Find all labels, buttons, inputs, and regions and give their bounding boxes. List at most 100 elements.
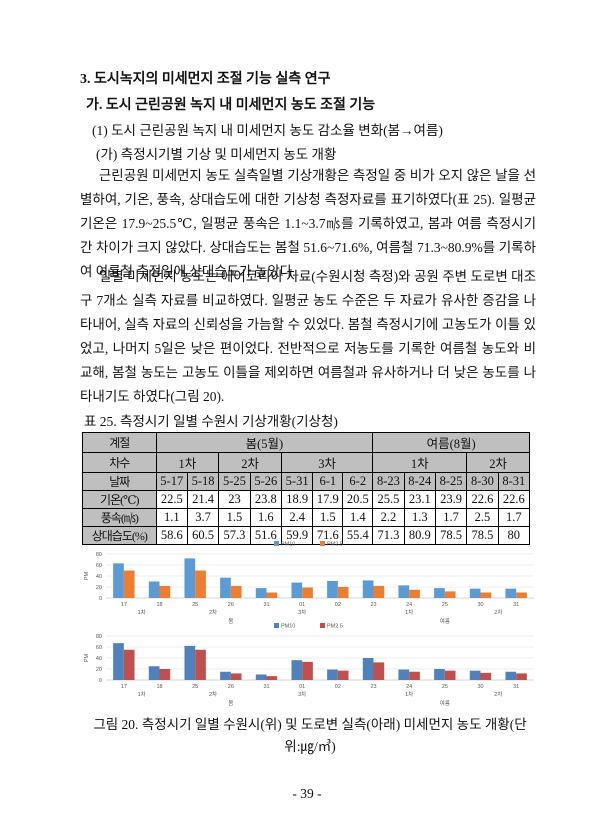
bar bbox=[469, 670, 481, 680]
group-label: 2차 bbox=[209, 608, 217, 616]
table-cell: 5-18 bbox=[186, 472, 220, 491]
bar bbox=[113, 563, 124, 598]
table-row: 기온(℃) 22.5 21.4 23 23.8 18.9 17.9 20.5 25.5 23.1 2… bbox=[82, 490, 531, 509]
legend-label: PM2.5 bbox=[327, 624, 343, 630]
bar bbox=[255, 674, 267, 680]
table-cell: 2.5 bbox=[466, 508, 499, 527]
table-cell: 1.7 bbox=[497, 508, 531, 527]
table-row: 풍속(㎧) 1.1 3.7 1.5 1.6 2.4 1.5 1.4 2.2 1.3 1.7 2.5 1.… bbox=[82, 508, 531, 527]
y-tick-label: 80 bbox=[96, 634, 102, 640]
bar bbox=[148, 581, 160, 598]
bar bbox=[373, 662, 385, 680]
x-tick-label: 25 bbox=[442, 602, 448, 608]
table-cell: 17.9 bbox=[312, 490, 344, 509]
legend-swatch bbox=[320, 541, 325, 546]
group-label: 1차 bbox=[405, 690, 413, 698]
bar bbox=[113, 643, 124, 680]
group-label: 1차 bbox=[138, 690, 146, 698]
table-cell: 봄(5월) bbox=[155, 432, 374, 453]
x-tick-label: 25 bbox=[192, 602, 198, 608]
season-label: 봄 bbox=[228, 618, 233, 625]
table-cell: 22.6 bbox=[466, 490, 499, 509]
table-cell: 8-24 bbox=[403, 472, 436, 491]
x-tick-label: 25 bbox=[192, 684, 198, 690]
bar bbox=[409, 589, 420, 598]
table-cell: 25.5 bbox=[372, 490, 405, 509]
group-label: 2차 bbox=[209, 690, 217, 698]
table-cell: 71.6 bbox=[312, 526, 344, 545]
bar bbox=[505, 588, 517, 598]
bar bbox=[373, 585, 385, 598]
table-cell: 날짜 bbox=[82, 472, 157, 491]
table-cell: 78.5 bbox=[466, 526, 499, 545]
subsection: (가) 측정시기별 기상 및 미세먼지 농도 개황 bbox=[96, 147, 337, 162]
bar bbox=[337, 670, 349, 680]
table-cell: 8-23 bbox=[372, 472, 405, 491]
table-cell: 71.3 bbox=[372, 526, 405, 545]
table-cell: 55.4 bbox=[342, 526, 374, 545]
table-cell: 2차 bbox=[466, 452, 530, 473]
bar bbox=[302, 587, 313, 598]
x-tick-label: 24 bbox=[406, 684, 412, 690]
table-cell: 상대습도(%) bbox=[82, 526, 157, 545]
table-cell: 20.5 bbox=[342, 490, 374, 509]
legend-swatch bbox=[274, 623, 279, 628]
bar bbox=[195, 570, 206, 598]
x-tick-label: 18 bbox=[156, 602, 162, 608]
x-tick-label: 26 bbox=[228, 684, 234, 690]
legend-label: PM2.5 bbox=[327, 542, 343, 548]
table-cell: 80 bbox=[497, 526, 531, 545]
y-tick-label: 0 bbox=[99, 596, 102, 602]
x-tick-label: 18 bbox=[156, 684, 162, 690]
table-row: 상대습도(%) 58.6 60.5 57.3 51.6 59.9 71.6 55.4 71.3 8… bbox=[82, 526, 531, 545]
table-row: 차수 1차 2차 3차 1차 2차 bbox=[82, 452, 530, 473]
season-label: 봄 bbox=[228, 700, 233, 707]
table-cell: 78.5 bbox=[434, 526, 468, 545]
x-tick-label: 17 bbox=[121, 684, 127, 690]
bar bbox=[337, 587, 349, 598]
table-cell: 계절 bbox=[82, 432, 157, 453]
bar bbox=[327, 580, 338, 598]
bar bbox=[362, 580, 374, 598]
bar bbox=[159, 585, 171, 598]
table-cell: 1차 bbox=[372, 452, 468, 473]
table-cell: 60.5 bbox=[186, 526, 220, 545]
y-tick-label: 60 bbox=[96, 645, 102, 651]
group-label: 1차 bbox=[405, 608, 413, 616]
y-tick-label: 20 bbox=[96, 667, 102, 673]
table-cell: 6-1 bbox=[312, 472, 344, 491]
group-label: 1차 bbox=[138, 608, 146, 616]
table-cell: 차수 bbox=[82, 452, 157, 473]
table-cell: 8-25 bbox=[434, 472, 468, 491]
bar bbox=[362, 658, 374, 680]
page-number: - 39 - bbox=[292, 786, 322, 801]
x-tick-label: 17 bbox=[121, 602, 127, 608]
table-cell: 5-25 bbox=[218, 472, 251, 491]
y-axis-label: PM bbox=[84, 653, 90, 662]
x-tick-label: 23 bbox=[370, 602, 376, 608]
table-cell: 1.1 bbox=[155, 508, 188, 527]
bar bbox=[123, 570, 135, 598]
bar bbox=[469, 588, 481, 598]
table-cell: 1.5 bbox=[218, 508, 251, 527]
legend-label: PM10 bbox=[281, 542, 295, 548]
x-tick-label: 26 bbox=[228, 602, 234, 608]
bar bbox=[266, 592, 278, 598]
group-label: 3차 bbox=[298, 608, 306, 616]
legend-label: PM10 bbox=[281, 624, 295, 630]
y-tick-label: 40 bbox=[96, 574, 102, 580]
bar bbox=[291, 582, 303, 598]
table-cell: 3.7 bbox=[186, 508, 220, 527]
table-cell: 22.6 bbox=[497, 490, 531, 509]
table-cell: 2.4 bbox=[280, 508, 314, 527]
bar bbox=[220, 577, 231, 598]
x-tick-label: 01 bbox=[299, 684, 305, 690]
x-tick-label: 31 bbox=[513, 684, 519, 690]
bar bbox=[220, 671, 231, 680]
bar bbox=[184, 645, 196, 680]
weather-table: 계절 봄(5월) 여름(8월) 차수 1차 2차 3차 1차 2차 날짜 5-17 5-18 5-25 5… bbox=[82, 432, 531, 545]
bar bbox=[398, 585, 410, 598]
legend-swatch bbox=[274, 541, 279, 546]
table-row: 날짜 5-17 5-18 5-25 5-26 5-31 6-1 6-2 8-23 8-24 8-25… bbox=[82, 472, 531, 491]
